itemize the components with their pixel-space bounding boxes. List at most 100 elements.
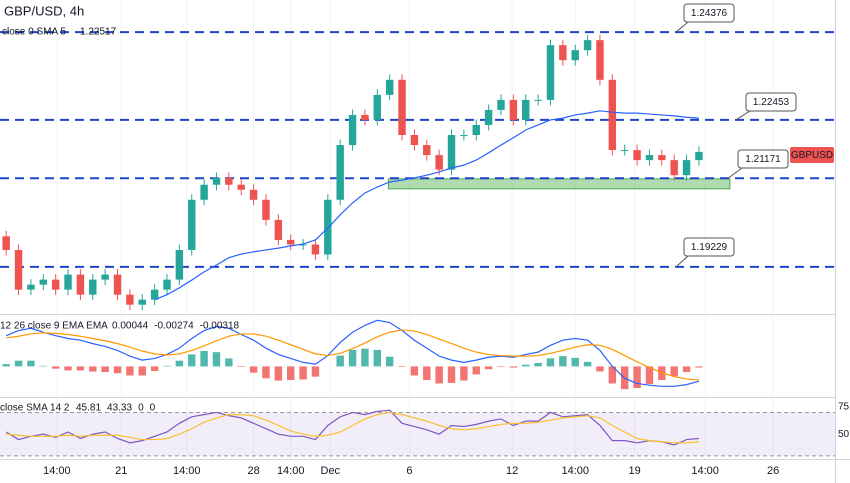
histogram-bar: [608, 366, 617, 384]
indicator-line: [6, 411, 699, 444]
candle-body: [608, 79, 617, 151]
histogram-bar: [447, 366, 456, 383]
candle-body: [620, 150, 629, 152]
indicator-line: [5, 319, 700, 387]
candle-body: [670, 160, 678, 176]
histogram-bar: [175, 360, 184, 367]
level-label: 1.22453: [753, 97, 790, 108]
candle-body: [633, 150, 641, 161]
legend-value: 0.00044: [112, 321, 149, 332]
histogram-bar: [163, 365, 171, 367]
candle-body: [385, 79, 394, 95]
indicator-line: [6, 329, 699, 381]
candle-body: [682, 160, 691, 176]
histogram-bar: [299, 366, 307, 380]
y-tick-label: 75: [838, 402, 850, 413]
candle-body: [472, 124, 480, 136]
x-tick-label: 28: [247, 465, 259, 477]
histogram-bar: [695, 366, 703, 368]
candle-body: [373, 94, 382, 120]
candle-body: [39, 279, 48, 285]
histogram-bar: [138, 366, 146, 376]
histogram-bar: [398, 366, 406, 367]
callout-arrow: [675, 21, 689, 33]
level-callout: [683, 3, 735, 23]
candle-body: [311, 244, 320, 255]
histogram-bar: [101, 366, 109, 373]
histogram-bar: [286, 366, 295, 381]
legend-value: 0: [150, 403, 156, 414]
candle-body: [89, 279, 97, 295]
candle-body: [274, 219, 283, 240]
histogram-bar: [682, 366, 691, 373]
histogram-bar: [14, 360, 23, 367]
histogram-bar: [2, 364, 10, 367]
histogram-bar: [385, 356, 394, 367]
legend-value: -0.00274: [154, 321, 194, 332]
candle-body: [286, 239, 295, 245]
level-callout: [737, 149, 789, 169]
candle-body: [423, 145, 431, 156]
candle-body: [225, 177, 233, 185]
x-tick-label: 14:00: [691, 465, 719, 477]
legend-value: 1.22517: [80, 27, 117, 38]
y-tick-label: 50: [838, 429, 850, 440]
candle-body: [163, 279, 171, 290]
candle-body: [484, 109, 493, 125]
candle-body: [596, 40, 604, 80]
histogram-bar: [76, 366, 85, 371]
histogram-bar: [150, 366, 159, 371]
histogram-bar: [534, 362, 542, 367]
candle-body: [150, 289, 159, 300]
histogram-bar: [249, 366, 258, 373]
candle-body: [324, 199, 332, 255]
level-callout: [745, 92, 797, 112]
indicator-line: [154, 110, 699, 301]
candle-body: [546, 45, 555, 100]
candle-body: [262, 199, 270, 220]
indicator-line: [5, 409, 699, 446]
histogram-bar: [237, 366, 245, 367]
rsi-band: [0, 412, 835, 456]
histogram-bar: [583, 361, 592, 367]
candle-body: [51, 279, 60, 290]
histogram-bar: [27, 360, 35, 367]
legend-value: 0: [138, 403, 144, 414]
candle-body: [559, 45, 567, 61]
histogram-bar: [633, 366, 641, 389]
histogram-bar: [39, 365, 48, 367]
candle-body: [188, 199, 196, 250]
histogram-bar: [509, 366, 518, 368]
histogram-bar: [410, 366, 419, 376]
candle-body: [336, 145, 344, 200]
histogram-bar: [311, 366, 320, 377]
histogram-bar: [670, 366, 678, 377]
histogram-bar: [645, 366, 654, 385]
candle-body: [27, 284, 35, 290]
histogram-bar: [126, 366, 134, 376]
histogram-bar: [64, 366, 72, 371]
candle-body: [64, 274, 72, 290]
legend-value: 43.33: [107, 403, 132, 414]
candle-body: [200, 184, 208, 200]
histogram-bar: [596, 366, 604, 372]
candle-body: [212, 177, 221, 185]
candle-body: [695, 151, 703, 161]
histogram-bar: [460, 366, 468, 381]
candle-body: [571, 50, 579, 61]
x-tick-label: 14:00: [277, 465, 305, 477]
candle-body: [435, 155, 443, 170]
candle-body: [113, 274, 122, 295]
histogram-bar: [484, 366, 493, 370]
support-zone: [387, 178, 731, 190]
histogram-bar: [225, 358, 233, 367]
histogram-bar: [373, 349, 382, 367]
candle-body: [14, 249, 23, 290]
candle-body: [348, 114, 357, 146]
level-label: 1.21171: [745, 154, 781, 165]
histogram-bar: [89, 366, 97, 372]
candle-body: [126, 294, 134, 305]
x-tick-label: 19: [628, 465, 640, 477]
candle-body: [447, 135, 456, 170]
